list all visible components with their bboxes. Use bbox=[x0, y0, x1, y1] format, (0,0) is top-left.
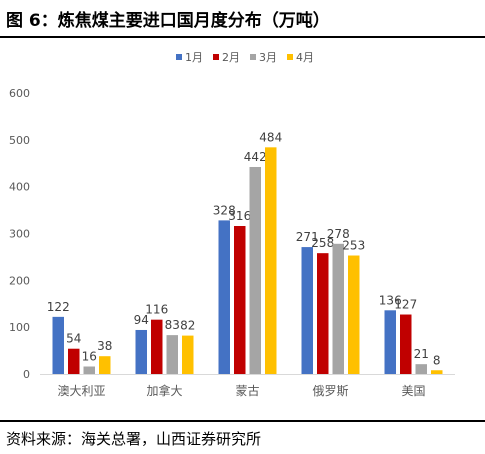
y-axis: 0 100 200 300 400 500 600 bbox=[9, 87, 30, 381]
data-label: 442 bbox=[244, 150, 267, 164]
category-label: 澳大利亚 bbox=[57, 384, 105, 398]
data-label: 253 bbox=[342, 239, 365, 253]
bar bbox=[431, 370, 443, 374]
bar bbox=[52, 316, 64, 374]
bar bbox=[317, 253, 329, 374]
data-label: 116 bbox=[145, 303, 168, 317]
category-label: 蒙古 bbox=[235, 383, 259, 398]
bar bbox=[415, 364, 427, 374]
legend-label: 1月 bbox=[185, 51, 203, 64]
y-tick-label: 400 bbox=[9, 181, 30, 194]
y-tick-label: 500 bbox=[9, 134, 30, 147]
data-label: 83 bbox=[165, 318, 180, 332]
bar bbox=[68, 348, 80, 374]
data-label: 82 bbox=[180, 319, 195, 333]
data-label: 21 bbox=[414, 347, 429, 361]
category-label: 加拿大 bbox=[146, 383, 182, 398]
bar bbox=[301, 247, 313, 374]
figure-title: 图 6：炼焦煤主要进口国月度分布（万吨） bbox=[6, 11, 330, 31]
y-tick-label: 100 bbox=[9, 321, 30, 334]
bar bbox=[384, 310, 396, 374]
category-label: 美国 bbox=[401, 384, 425, 398]
data-label: 16 bbox=[82, 350, 97, 364]
bar bbox=[400, 314, 412, 374]
legend-swatch bbox=[213, 54, 219, 60]
data-label: 8 bbox=[433, 353, 441, 367]
bar bbox=[234, 226, 246, 374]
data-label: 328 bbox=[213, 203, 236, 217]
bar bbox=[83, 366, 95, 374]
data-label: 316 bbox=[228, 209, 251, 223]
bar bbox=[151, 319, 163, 374]
data-label: 94 bbox=[134, 313, 149, 327]
legend-label: 3月 bbox=[259, 51, 277, 64]
data-label: 278 bbox=[327, 227, 350, 241]
source-note: 资料来源：海关总署，山西证券研究所 bbox=[6, 430, 262, 448]
data-label: 484 bbox=[259, 130, 282, 144]
data-label: 38 bbox=[97, 339, 112, 353]
data-label: 136 bbox=[379, 293, 402, 307]
x-axis: 澳大利亚 加拿大 蒙古 俄罗斯 美国 bbox=[40, 374, 455, 398]
legend-label: 4月 bbox=[296, 51, 314, 64]
y-tick-label: 0 bbox=[23, 368, 30, 381]
legend-swatch bbox=[287, 54, 293, 60]
legend-label: 2月 bbox=[222, 51, 240, 64]
data-label: 122 bbox=[47, 300, 70, 314]
category-label: 俄罗斯 bbox=[312, 384, 348, 398]
data-label: 271 bbox=[296, 230, 319, 244]
bar bbox=[249, 166, 261, 374]
bar bbox=[166, 335, 178, 374]
bar bbox=[348, 255, 360, 374]
data-label: 54 bbox=[66, 332, 81, 346]
bar bbox=[218, 220, 230, 374]
legend-swatch bbox=[250, 54, 256, 60]
bar bbox=[332, 243, 344, 374]
y-tick-label: 600 bbox=[9, 87, 30, 100]
bar bbox=[99, 356, 111, 374]
bar bbox=[182, 335, 194, 374]
top-rule bbox=[0, 36, 485, 38]
bottom-rule bbox=[0, 420, 485, 422]
bar bbox=[135, 329, 147, 374]
legend-swatch bbox=[176, 54, 182, 60]
data-label: 127 bbox=[394, 298, 417, 312]
y-tick-label: 300 bbox=[9, 228, 30, 241]
chart-legend: 1月 2月 3月 4月 bbox=[176, 51, 314, 64]
y-tick-label: 200 bbox=[9, 274, 30, 287]
bar bbox=[265, 147, 277, 374]
data-label: 258 bbox=[311, 236, 334, 250]
